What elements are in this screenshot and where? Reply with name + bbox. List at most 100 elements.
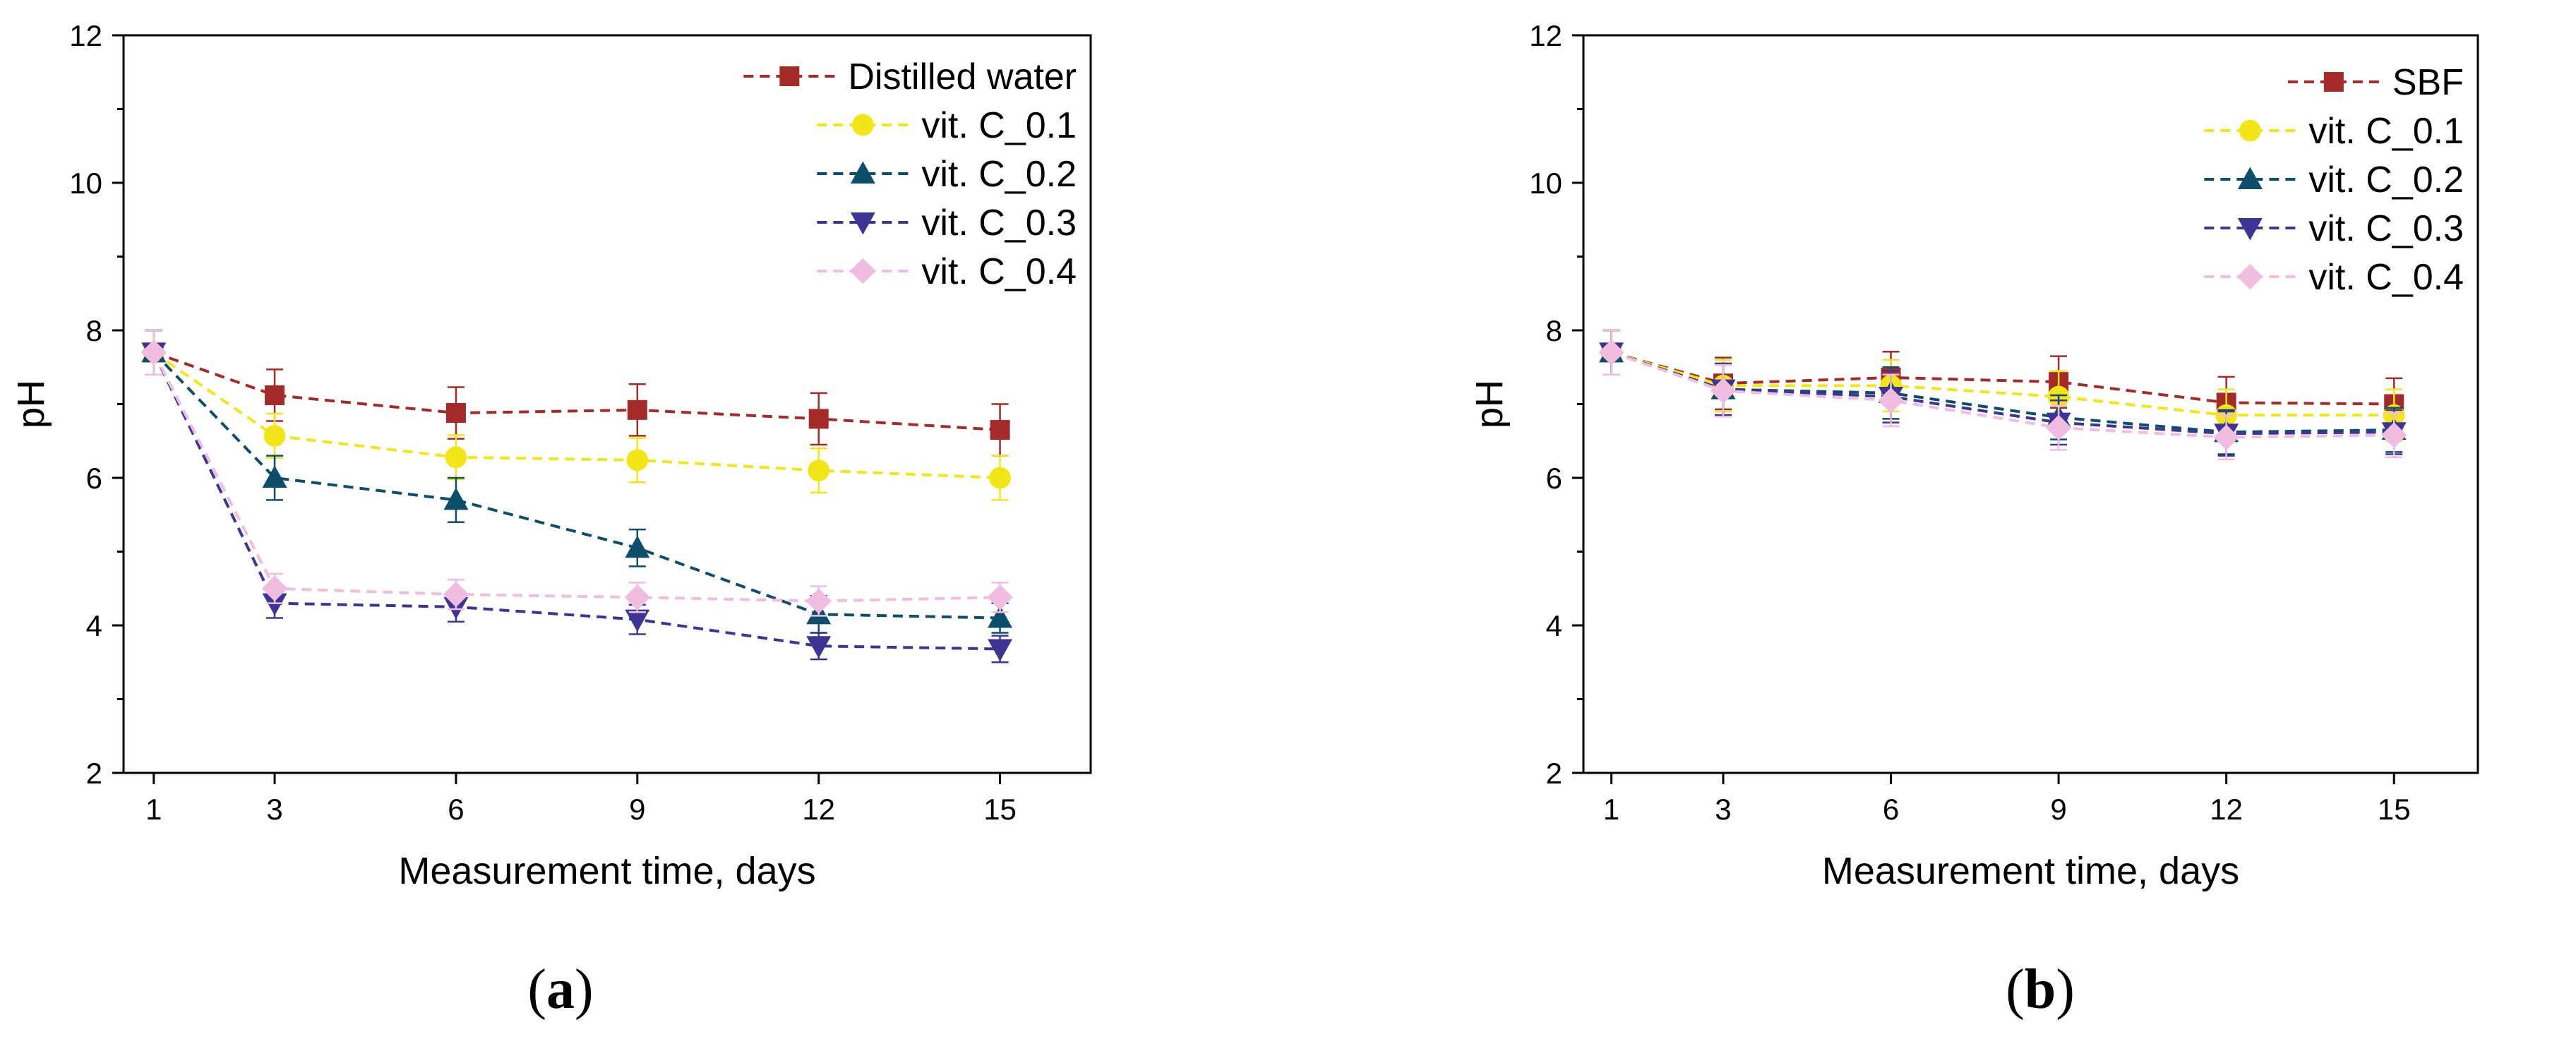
data-point [625, 609, 650, 632]
panel-label-b: (b) [2006, 959, 2075, 1021]
data-point [989, 467, 1011, 489]
data-point [1710, 378, 1737, 404]
y-tick-label: 4 [1546, 609, 1562, 642]
y-tick-label: 6 [86, 462, 102, 495]
y-tick-label: 12 [1529, 19, 1562, 52]
y-axis-title: pH [10, 380, 52, 428]
data-point [262, 593, 287, 616]
y-tick-label: 10 [1529, 167, 1562, 200]
data-point [1598, 340, 1624, 366]
legend-label: vit. C_0.2 [921, 154, 1077, 195]
data-point [445, 403, 466, 424]
legend-item: vit. C_0.3 [817, 203, 1077, 244]
data-point [443, 487, 469, 510]
legend-item: vit. C_0.1 [2204, 111, 2464, 152]
y-tick-label: 12 [69, 19, 102, 52]
x-tick-label: 6 [448, 793, 464, 826]
data-point [988, 606, 1013, 628]
legend-item: vit. C_0.4 [2204, 257, 2464, 298]
legend-item: vit. C_0.2 [2204, 160, 2464, 200]
data-point [263, 425, 286, 447]
legend-marker [850, 212, 875, 235]
data-point [805, 588, 832, 614]
legend-marker [850, 258, 876, 284]
data-point [990, 420, 1010, 440]
legend-marker [851, 114, 874, 136]
legend-label: vit. C_0.4 [921, 251, 1077, 292]
y-tick-label: 8 [86, 314, 102, 347]
data-point [624, 584, 651, 611]
x-tick-label: 12 [2210, 793, 2243, 826]
legend-marker [2323, 72, 2344, 92]
series-vit-c-0-3 [141, 329, 1013, 663]
data-point [808, 460, 830, 481]
y-tick-label: 10 [69, 167, 102, 200]
series-line [152, 351, 1000, 620]
legend-marker [2237, 167, 2263, 189]
y-tick-label: 8 [1546, 314, 1562, 347]
y-tick-label: 2 [1546, 757, 1562, 790]
panel-label-a: (a) [527, 959, 593, 1021]
data-point [1878, 388, 1904, 414]
data-point [261, 575, 288, 601]
legend-marker [2237, 218, 2263, 241]
series-vit-c-0-4 [140, 329, 1013, 617]
chart-panel-b: 2 4 6 8 10 12 1 3 6 9 12 15 Measurement time, days pH… [1468, 19, 2479, 892]
legend-label: vit. C_0.4 [2308, 257, 2464, 298]
data-point [625, 535, 650, 558]
series-line [1610, 351, 2395, 439]
legend-label: vit. C_0.1 [2308, 111, 2464, 152]
legend-marker [850, 161, 875, 184]
y-tick-label: 2 [86, 757, 102, 790]
series-vit-c-0-4 [1598, 329, 2407, 461]
legend-item: vit. C_0.3 [2204, 208, 2464, 249]
legend: SBF vit. C_0.1 vit. C_0.2 vit. C_0.3 vit. C_… [2204, 62, 2464, 298]
series-line [152, 352, 1000, 603]
x-tick-label: 6 [1883, 793, 1899, 826]
data-point [262, 465, 287, 488]
series-line [152, 352, 1000, 651]
legend-marker [2237, 263, 2263, 290]
legend-item: Distilled water [743, 56, 1077, 97]
x-axis-title: Measurement time, days [1822, 850, 2239, 892]
series-line [152, 351, 1000, 479]
data-point [445, 446, 467, 469]
x-tick-label: 9 [629, 793, 645, 826]
x-tick-label: 3 [266, 793, 282, 826]
x-tick-label: 15 [983, 793, 1017, 826]
legend-label: vit. C_0.1 [921, 105, 1077, 146]
series-line [153, 351, 1000, 432]
x-tick-label: 3 [1715, 793, 1731, 826]
legend-marker [779, 66, 800, 86]
data-point [265, 385, 285, 405]
x-tick-label: 9 [2050, 793, 2066, 826]
data-point [2381, 422, 2407, 448]
data-point [808, 409, 829, 429]
legend-item: SBF [2287, 62, 2464, 103]
x-tick-label: 1 [1603, 793, 1619, 826]
legend-label: Distilled water [848, 56, 1077, 97]
legend-marker [2239, 119, 2261, 142]
chart-panel-a: 2 4 6 8 10 12 1 3 6 9 12 15 Measurement time, days pH… [10, 19, 1092, 892]
x-tick-label: 15 [2378, 793, 2411, 826]
data-point [443, 581, 469, 608]
legend-item: vit. C_0.2 [817, 154, 1077, 195]
data-point [2213, 424, 2239, 450]
data-point [987, 584, 1013, 611]
y-axis-title: pH [1468, 380, 1511, 428]
data-point [2045, 414, 2072, 441]
data-point [627, 400, 647, 420]
x-tick-label: 12 [802, 793, 835, 826]
legend: Distilled water vit. C_0.1 vit. C_0.2 vit. … [743, 56, 1077, 292]
y-tick-label: 6 [1546, 462, 1562, 495]
legend-label: vit. C_0.2 [2308, 160, 2464, 200]
data-point [806, 636, 832, 659]
x-tick-label: 1 [145, 793, 162, 826]
data-point [140, 340, 167, 366]
data-point [626, 449, 649, 472]
legend-item: vit. C_0.1 [817, 105, 1077, 146]
legend-label: vit. C_0.3 [2308, 208, 2464, 249]
data-point [988, 639, 1013, 661]
legend-item: vit. C_0.4 [817, 251, 1077, 292]
